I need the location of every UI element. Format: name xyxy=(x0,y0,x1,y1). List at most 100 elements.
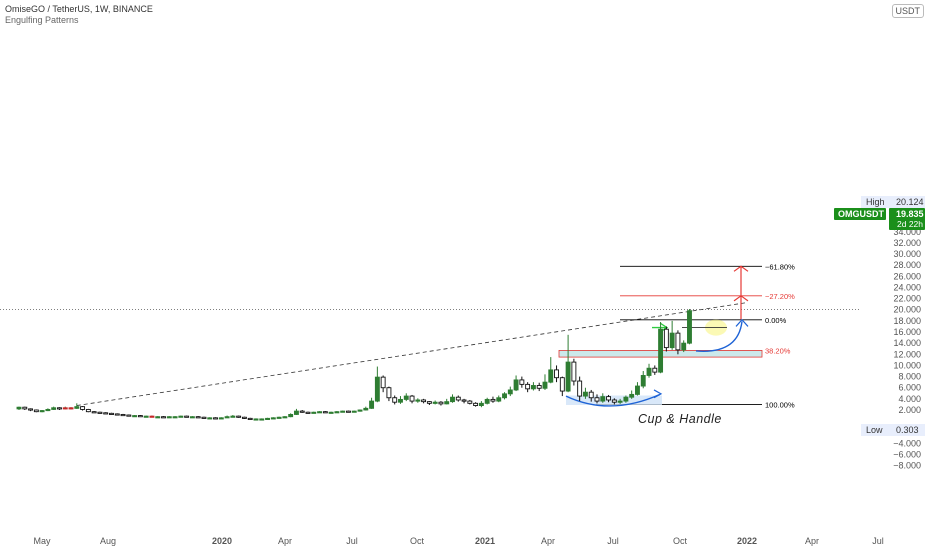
candle-body xyxy=(57,407,62,410)
y-tick-label: 34.000 xyxy=(893,227,921,237)
candle-body xyxy=(230,415,236,418)
y-tick-label: 10.000 xyxy=(893,360,921,370)
candle-body xyxy=(669,332,675,349)
candle-body xyxy=(559,377,565,392)
candle-body xyxy=(490,398,496,402)
candle-body xyxy=(322,411,328,414)
candle-body xyxy=(39,410,45,413)
y-tick-label: 4.000 xyxy=(898,394,921,404)
candle-body xyxy=(421,399,427,403)
candle-body xyxy=(224,416,230,419)
cup-arrow-head xyxy=(653,389,663,399)
fib-label: −61.80% xyxy=(765,262,795,271)
candles xyxy=(16,309,692,421)
x-tick-label: Apr xyxy=(805,536,819,546)
candle-body xyxy=(114,413,120,416)
candle-body xyxy=(22,406,28,410)
candle-body xyxy=(530,385,536,390)
candle-body xyxy=(346,410,351,413)
y-tick-label: 32.000 xyxy=(893,238,921,248)
candle-body xyxy=(357,409,363,412)
high-label: High xyxy=(866,197,885,207)
candle-body xyxy=(120,414,126,417)
y-tick-label: 30.000 xyxy=(893,249,921,259)
candle-body xyxy=(195,416,201,419)
currency-unit-button[interactable]: USDT xyxy=(891,4,924,18)
candle-body xyxy=(588,391,594,399)
candle-body xyxy=(45,408,51,412)
candle-body xyxy=(496,397,502,402)
candle-body xyxy=(392,397,398,403)
candle-body xyxy=(103,412,109,415)
candle-body xyxy=(178,415,184,418)
fib-levels: −61.80% −27.20% 0.00% 38.20% 100.00% xyxy=(596,262,795,409)
y-tick-label: 8.000 xyxy=(898,372,921,382)
symbol-title: OmiseGO / TetherUS, 1W, BINANCE xyxy=(5,4,153,14)
candle-body xyxy=(218,417,224,420)
candle-body xyxy=(658,328,664,373)
candle-body xyxy=(80,406,86,410)
candle-body xyxy=(328,411,334,414)
candle-body xyxy=(380,376,386,389)
x-tick-label: 2021 xyxy=(475,536,495,546)
y-tick-label: 14.000 xyxy=(893,338,921,348)
candle-body xyxy=(247,417,253,421)
candle-body xyxy=(386,387,392,399)
x-tick-label: Oct xyxy=(410,536,425,546)
x-tick-label: 2022 xyxy=(737,536,757,546)
x-tick-label: Aug xyxy=(100,536,116,546)
candle-body xyxy=(507,389,513,395)
candle-body xyxy=(51,407,57,410)
candle-body xyxy=(340,410,346,413)
target-arrow-head xyxy=(733,265,749,272)
candle-body xyxy=(109,412,114,415)
candle-body xyxy=(276,416,282,419)
candle-body xyxy=(143,415,149,418)
low-value: 0.303 xyxy=(896,425,919,435)
candle-body xyxy=(513,379,519,391)
candle-body xyxy=(403,395,409,400)
candle-body xyxy=(542,381,548,389)
candle-body xyxy=(28,408,34,411)
candle-body xyxy=(184,415,190,418)
x-tick-label: Jul xyxy=(607,536,619,546)
candle-body xyxy=(444,401,450,405)
target-arrow-head xyxy=(733,295,749,302)
time-axis[interactable]: May Aug 2020 Apr Jul Oct 2021 Apr Jul Oct 2022 Apr J… xyxy=(33,536,883,546)
x-tick-label: 2020 xyxy=(212,536,232,546)
candle-body xyxy=(675,332,681,351)
candle-body xyxy=(334,411,340,414)
bar-countdown: 2d 22h xyxy=(897,219,923,229)
candle-body xyxy=(91,411,97,414)
candle-body xyxy=(33,409,39,413)
candle-body xyxy=(611,399,617,403)
x-tick-label: Apr xyxy=(541,536,555,546)
y-tick-label: 2.000 xyxy=(898,405,921,415)
candle-body xyxy=(253,418,259,421)
candle-body xyxy=(299,410,305,413)
fib-label: −27.20% xyxy=(765,292,795,301)
pattern-label: Cup & Handle xyxy=(638,412,722,426)
y-tick-label: −4.000 xyxy=(893,438,921,448)
x-tick-label: Jul xyxy=(346,536,358,546)
candle-body xyxy=(525,383,531,390)
trendline xyxy=(76,302,748,406)
y-tick-label: 18.000 xyxy=(893,316,921,326)
candle-body xyxy=(161,416,166,419)
candle-body xyxy=(565,361,571,392)
candle-body xyxy=(305,411,311,414)
candle-body xyxy=(16,406,22,410)
candle-body xyxy=(241,416,247,419)
candle-body xyxy=(363,407,369,411)
candle-body xyxy=(369,400,375,409)
candle-body xyxy=(536,385,542,389)
candle-body xyxy=(68,407,74,410)
candle-body xyxy=(270,417,276,420)
candle-body xyxy=(74,406,80,409)
candle-body xyxy=(502,393,507,399)
candle-body xyxy=(236,415,242,418)
candle-body xyxy=(646,367,652,376)
candle-body xyxy=(594,397,600,402)
candle-body xyxy=(189,416,195,419)
